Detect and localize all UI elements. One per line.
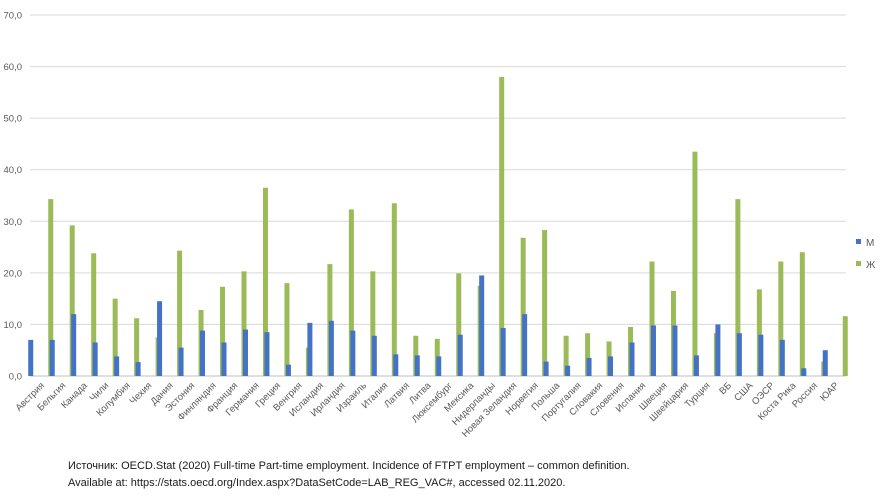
- bar-m: [715, 324, 721, 376]
- bar-zh: [134, 318, 140, 376]
- bar-m: [264, 332, 270, 376]
- bar-m: [586, 357, 592, 376]
- bar-m: [92, 342, 98, 376]
- bar-zh: [649, 261, 655, 376]
- bar-m: [608, 356, 614, 376]
- bar-m: [758, 334, 764, 376]
- bar-m: [285, 364, 291, 376]
- source-line-1: Источник: OECD.Stat (2020) Full-time Par…: [68, 460, 630, 472]
- bar-m: [221, 342, 227, 376]
- source-line-2: Available at: https://stats.oecd.org/Ind…: [68, 477, 566, 489]
- bar-zh: [370, 271, 376, 376]
- bar-m: [779, 339, 785, 376]
- bar-m: [801, 368, 807, 376]
- legend-swatch-zh: [856, 261, 861, 266]
- bars: [28, 76, 848, 376]
- bar-zh: [842, 316, 848, 376]
- bar-m: [200, 330, 206, 376]
- x-tick-label: ЮАР: [818, 380, 841, 403]
- source-note: Источник: OECD.Stat (2020) Full-time Par…: [68, 458, 630, 492]
- bar-zh: [112, 298, 118, 376]
- bar-zh: [520, 237, 526, 376]
- y-tick-label: 0,0: [9, 372, 22, 383]
- bar-m: [822, 350, 828, 376]
- x-axis-labels: АвстрияБельгияКанадаЧилиКолумбияЧехияДан…: [14, 380, 842, 440]
- bar-m: [28, 339, 34, 376]
- legend-label-m: М: [866, 238, 874, 249]
- bar-m: [500, 328, 506, 376]
- bar-zh: [499, 76, 505, 376]
- bar-zh: [177, 250, 183, 376]
- bar-m: [71, 314, 77, 376]
- bar-m: [650, 325, 656, 376]
- bar-zh: [692, 151, 698, 376]
- bar-zh: [735, 199, 741, 376]
- bar-zh: [262, 187, 268, 376]
- legend: МЖ: [856, 238, 876, 271]
- y-axis-ticks: 0,0 10,0 20,0 30,0 40,0 50,0 60,0 70,0: [4, 11, 23, 383]
- bar-m: [457, 334, 463, 376]
- bar-zh: [542, 230, 548, 376]
- bar-zh: [799, 252, 805, 376]
- bar-m: [157, 301, 163, 376]
- bar-m: [629, 342, 635, 376]
- bar-zh: [456, 273, 462, 376]
- bar-m: [436, 356, 442, 376]
- bar-m: [414, 355, 420, 376]
- bar-zh: [48, 199, 54, 376]
- bar-m: [350, 330, 356, 376]
- y-tick-label: 70,0: [4, 11, 23, 22]
- bar-m: [242, 329, 248, 376]
- bar-zh: [91, 253, 97, 376]
- legend-label-zh: Ж: [866, 260, 876, 271]
- bar-m: [543, 361, 549, 376]
- bar-m: [328, 320, 334, 376]
- bar-zh: [778, 261, 784, 376]
- bar-zh: [563, 335, 569, 376]
- bar-m: [178, 347, 184, 376]
- y-tick-label: 40,0: [4, 165, 23, 176]
- bar-m: [693, 355, 699, 376]
- bar-m: [49, 339, 55, 376]
- x-tick-label: ВБ: [717, 380, 734, 397]
- bar-m: [393, 354, 399, 376]
- bar-zh: [327, 264, 333, 376]
- bar-m: [307, 322, 313, 376]
- bar-m: [114, 356, 120, 376]
- grid-lines: [30, 14, 846, 377]
- bar-zh: [284, 283, 290, 376]
- bar-m: [522, 314, 528, 376]
- x-tick-label: Чехия: [128, 380, 155, 407]
- bar-zh: [241, 271, 247, 376]
- bar-zh: [585, 333, 591, 376]
- y-tick-label: 60,0: [4, 62, 23, 73]
- legend-swatch-m: [856, 239, 861, 244]
- bar-zh: [220, 286, 226, 376]
- bar-m: [371, 335, 377, 376]
- bar-m: [479, 275, 485, 376]
- bar-zh: [756, 289, 762, 376]
- bar-zh: [391, 203, 397, 376]
- y-tick-label: 20,0: [4, 268, 23, 279]
- bar-m: [565, 365, 571, 376]
- bar-zh: [69, 225, 75, 376]
- bar-m: [736, 333, 742, 376]
- y-tick-label: 50,0: [4, 114, 23, 125]
- y-tick-label: 10,0: [4, 320, 23, 331]
- bar-m: [672, 325, 678, 376]
- bar-zh: [348, 209, 354, 376]
- bar-m: [135, 362, 141, 376]
- y-tick-label: 30,0: [4, 217, 23, 228]
